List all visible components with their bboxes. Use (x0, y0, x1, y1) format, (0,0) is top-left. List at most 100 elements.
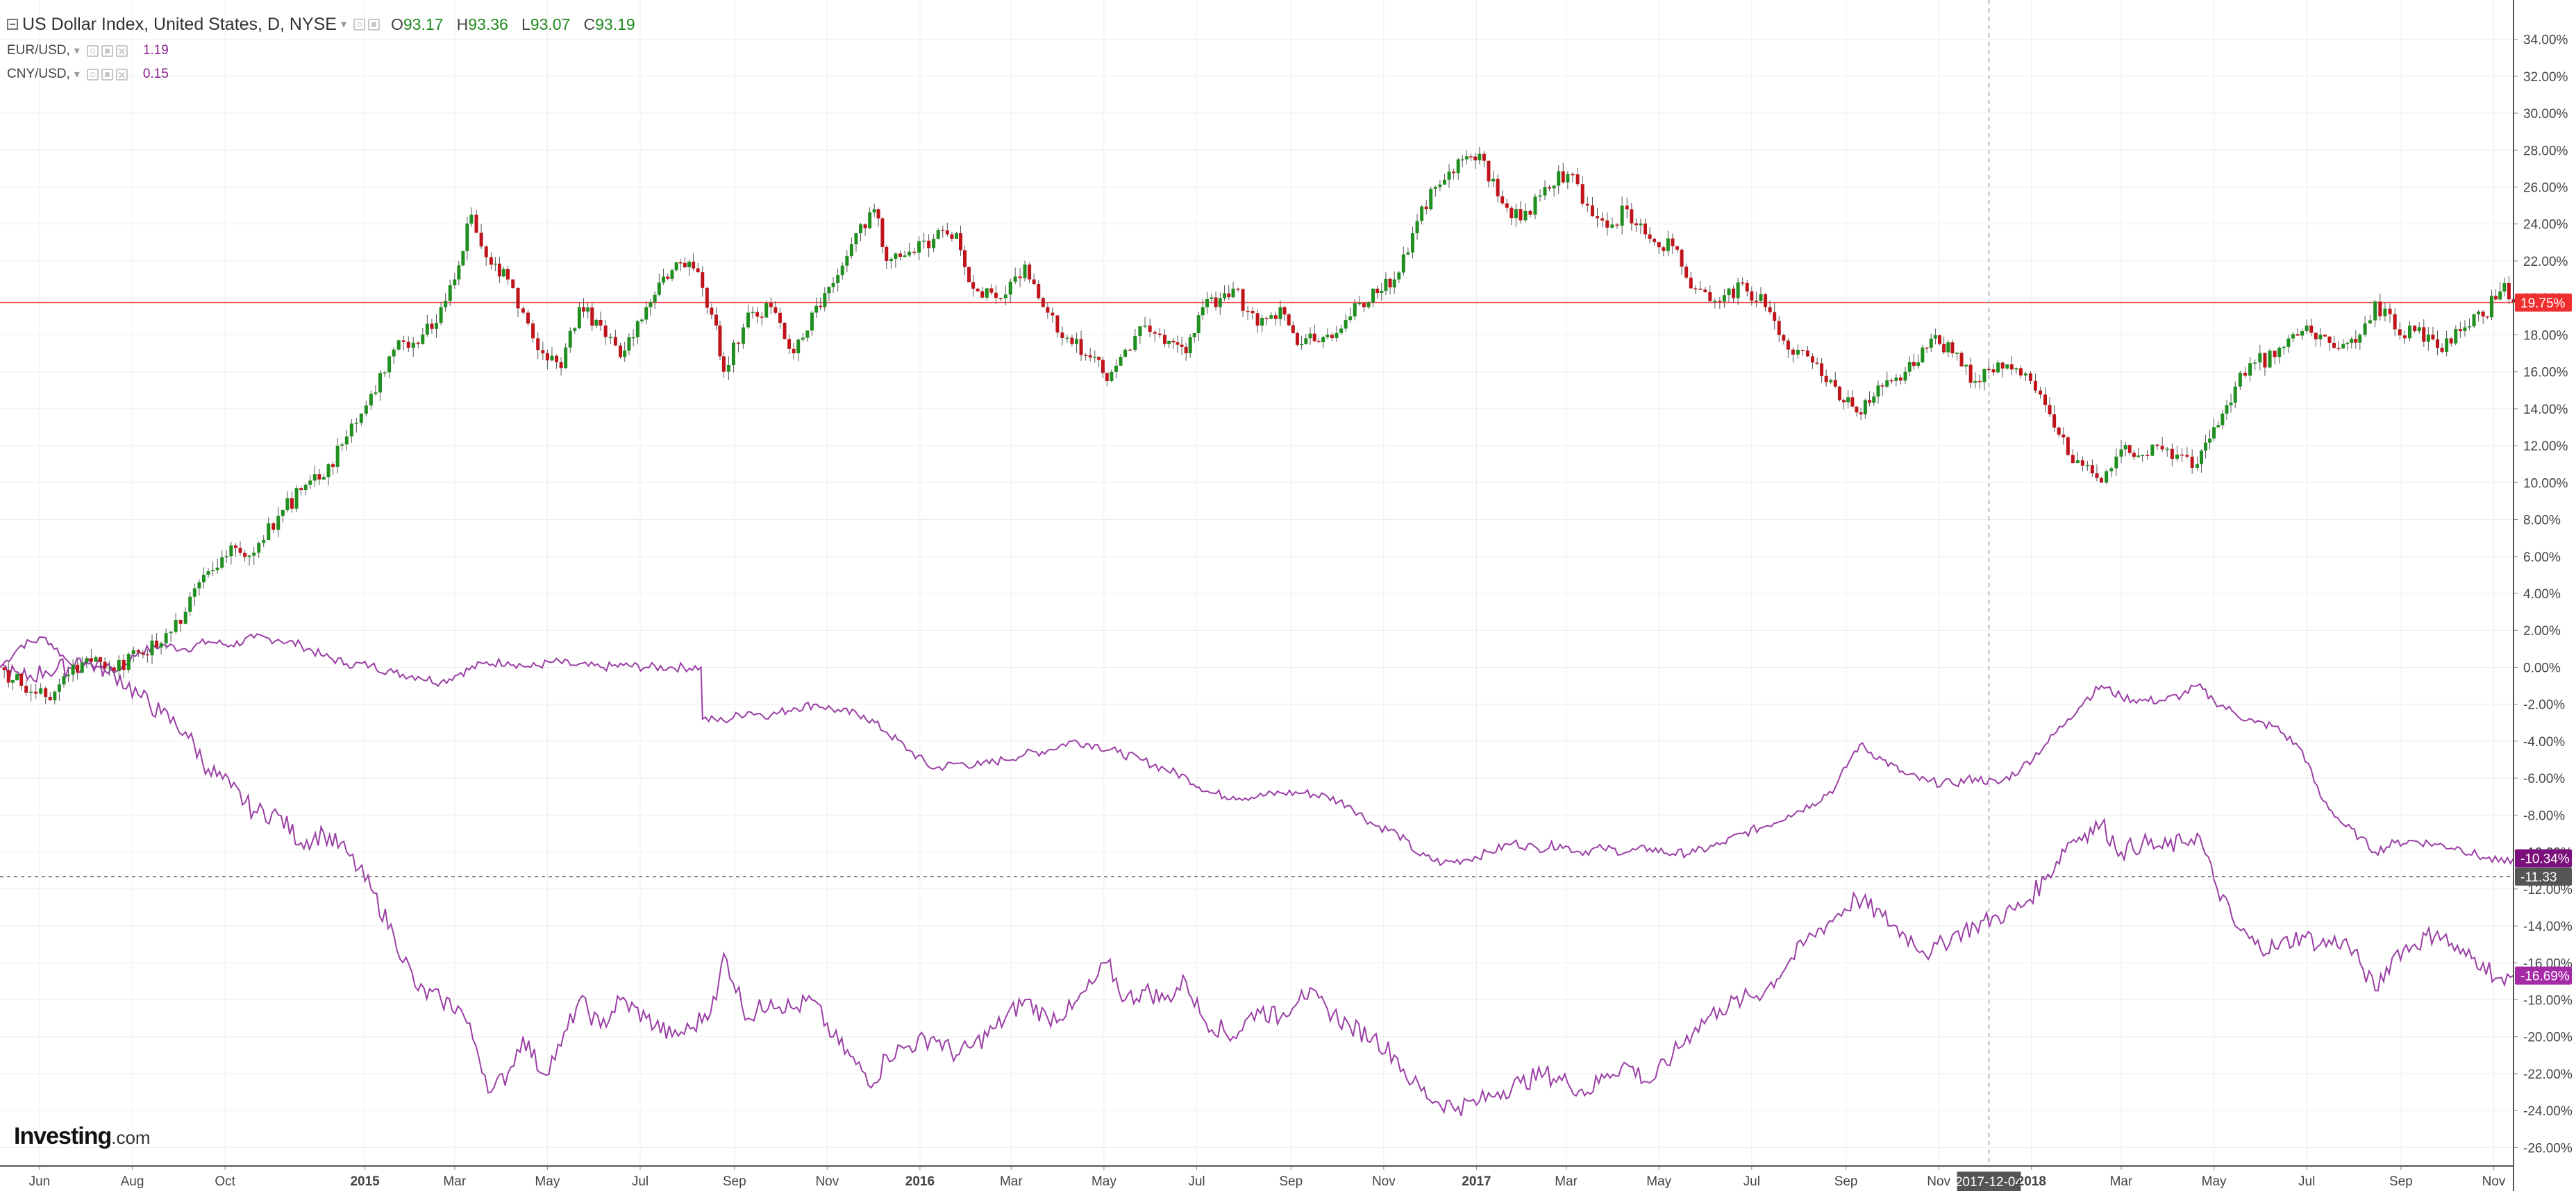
candle-body (1946, 342, 1950, 353)
candle-body (312, 474, 317, 481)
candle-body (85, 658, 89, 663)
candle-body (586, 307, 590, 312)
eurusd-last-label: -10.34% (2520, 852, 2570, 867)
candle-body (1585, 203, 1589, 206)
gear-icon[interactable] (101, 68, 113, 81)
candle-body (76, 664, 80, 673)
y-tick-label: -14.00% (2523, 920, 2573, 934)
candle-body (1800, 349, 1805, 351)
candle-body (435, 323, 439, 329)
x-tick-label: Sep (723, 1174, 746, 1189)
candle-body (845, 256, 849, 266)
candle-body (290, 498, 294, 509)
candle-body (2204, 442, 2208, 451)
candle-body (238, 548, 242, 553)
candle-body (299, 488, 303, 490)
candle-body (2071, 455, 2075, 464)
candle-body (267, 523, 271, 540)
candle-body (1648, 234, 1652, 239)
candle-body (912, 251, 917, 253)
candle-body (662, 276, 666, 283)
candle-body (1442, 179, 1446, 185)
candle-body (1666, 238, 1670, 251)
candle-body (880, 218, 885, 247)
candle-body (1824, 375, 1828, 382)
candle-body (396, 340, 401, 350)
x-tick-label: Mar (2110, 1174, 2133, 1189)
reference-lines (0, 301, 2514, 877)
candle-body (1837, 386, 1841, 400)
candle-body (526, 312, 530, 324)
candle-body (2132, 453, 2136, 457)
candle-body (1782, 335, 1786, 341)
candle-body (1885, 380, 1889, 387)
candle-body (136, 650, 140, 653)
candle-body (374, 392, 378, 394)
candle-body (1987, 369, 1991, 371)
candle-body (696, 268, 700, 273)
chevron-down-icon[interactable]: ▾ (74, 45, 80, 57)
cnyusd-last-label-box (2515, 966, 2572, 985)
collapse-icon[interactable] (7, 19, 18, 30)
investing-logo: Investing.com (14, 1123, 151, 1150)
candle-body (2127, 445, 2132, 453)
candle-body (201, 575, 206, 583)
candle-body (2052, 414, 2057, 428)
candle-body (1500, 196, 1505, 204)
candle-body (224, 556, 228, 558)
close-icon[interactable] (115, 68, 128, 81)
x-tick-label: Mar (1000, 1174, 1023, 1189)
candle-body (2467, 326, 2471, 328)
y-tick-label: 30.00% (2523, 107, 2568, 121)
candle-body (582, 307, 586, 312)
candle-body (1955, 353, 1959, 354)
candle-body (1330, 335, 1334, 338)
candle-body (1938, 335, 1942, 344)
candle-body (516, 287, 520, 309)
eye-icon[interactable] (353, 18, 365, 31)
candle-body (1855, 406, 1859, 413)
candle-body (1543, 187, 1547, 196)
candle-body (751, 312, 755, 314)
candle-body (53, 691, 57, 700)
candle-body (1344, 320, 1348, 329)
candle-body (1996, 362, 2000, 373)
chevron-down-icon[interactable]: ▾ (74, 69, 80, 81)
gear-icon[interactable] (101, 44, 113, 57)
candle-body (1727, 288, 1731, 296)
chevron-down-icon[interactable]: ▾ (340, 19, 346, 31)
candle-body (594, 319, 599, 326)
candle-body (2090, 465, 2094, 474)
candle-body (1630, 209, 1634, 223)
candle-body (976, 288, 980, 292)
candle-body (39, 688, 43, 694)
candle-body (1741, 282, 1745, 284)
eye-icon[interactable] (86, 68, 99, 81)
x-tick-label: Mar (1555, 1174, 1578, 1189)
candle-body (1964, 364, 1968, 366)
candle-body (1388, 278, 1392, 288)
candle-body (967, 267, 971, 282)
candle-body (1452, 171, 1456, 174)
close-icon[interactable] (115, 44, 128, 57)
close-value: 93.19 (595, 15, 635, 33)
candle-body (2422, 327, 2426, 342)
candle-body (608, 337, 612, 339)
candle-body (294, 488, 299, 509)
eye-icon[interactable] (86, 44, 99, 57)
candle-body (247, 555, 251, 557)
candle-body (1093, 357, 1097, 358)
x-tick-label: Jul (1743, 1174, 1760, 1189)
candle-body (2253, 362, 2257, 364)
candle-body (2014, 368, 2018, 370)
gear-icon[interactable] (368, 18, 380, 31)
x-tick-label: Sep (2389, 1174, 2413, 1189)
candle-body (649, 302, 653, 307)
candle-body (164, 633, 168, 643)
candle-body (805, 330, 810, 338)
candle-body (1590, 205, 1594, 217)
candle-body (220, 557, 224, 568)
candle-body (783, 323, 787, 339)
candle-body (1084, 355, 1088, 356)
